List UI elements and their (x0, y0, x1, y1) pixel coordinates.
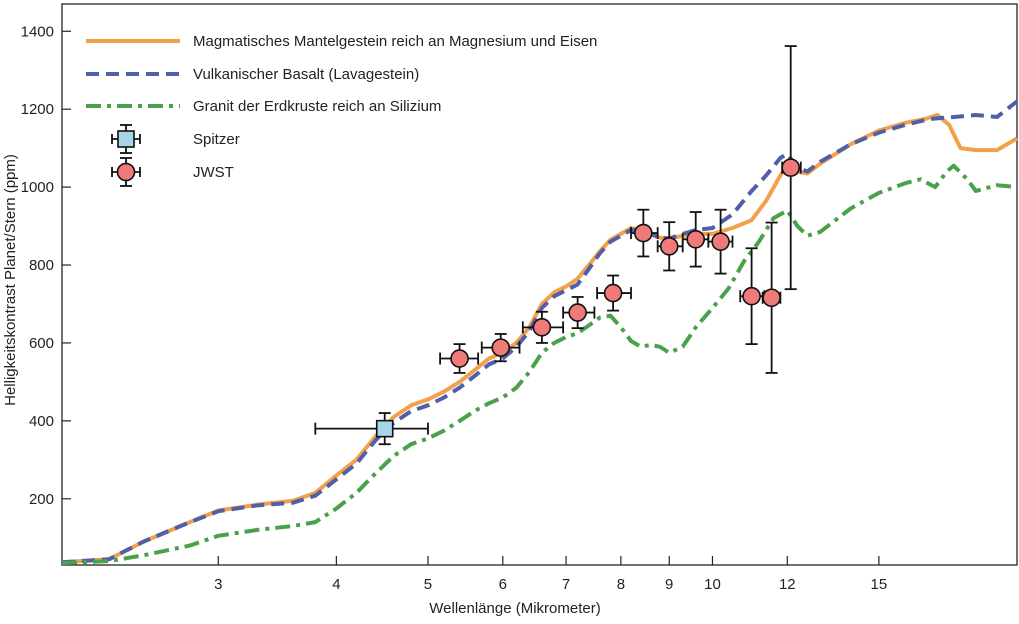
circle-marker (532, 318, 552, 337)
x-tick-label: 7 (562, 576, 570, 593)
circle-marker (742, 286, 761, 306)
data-point-jwst (630, 208, 659, 258)
y-tick-label: 1200 (21, 101, 54, 118)
y-tick-label: 800 (29, 257, 54, 274)
legend-label-2: Vulkanischer Basalt (Lavagestein) (193, 66, 419, 83)
x-tick-label: 10 (704, 576, 721, 593)
observations-layer (314, 45, 802, 446)
y-axis-label: Helligkeitskontrast Planet/Stern (ppm) (2, 154, 19, 406)
y-tick-label: 200 (29, 491, 54, 508)
data-point-jwst (656, 221, 684, 272)
data-point-jwst (562, 296, 596, 330)
circle-marker (781, 158, 801, 177)
legend-label-1: Magmatisches Mantelgestein reich an Magn… (193, 33, 597, 50)
data-point-jwst (739, 247, 766, 346)
x-axis-label: Wellenlänge (Mikrometer) (429, 600, 600, 617)
y-tick-label: 1000 (21, 179, 54, 196)
data-point-jwst (439, 343, 480, 374)
circle-marker (491, 338, 511, 357)
circle-marker (568, 303, 587, 322)
y-tick-label: 600 (29, 335, 54, 352)
legend: Magmatisches Mantelgestein reich an Magn… (86, 33, 597, 187)
data-point-jwst (681, 211, 710, 268)
square-marker (375, 419, 394, 438)
x-tick-label: 15 (871, 576, 888, 593)
y-tick-label: 400 (29, 413, 54, 430)
data-point-jwst (596, 274, 632, 312)
x-tick-label: 8 (617, 576, 625, 593)
circle-marker (659, 237, 679, 256)
plot-frame: 200 400 600 800 1000 1200 1400 3 4 5 6 7 8 9 10 12 15 (21, 3, 1018, 593)
x-tick-label: 6 (499, 576, 507, 593)
legend-label-jwst: JWST (193, 164, 234, 181)
series-layer (61, 99, 1019, 566)
data-point-jwst (761, 221, 782, 374)
x-tick-label: 5 (424, 576, 432, 593)
circle-marker (686, 230, 706, 249)
data-point-jwst (480, 333, 521, 363)
x-tick-label: 9 (665, 576, 673, 593)
legend-symbol-jwst (111, 157, 141, 187)
data-point-jwst (781, 45, 802, 291)
circle-marker (634, 223, 653, 243)
legend-label-3: Granit der Erdkruste reich an Silizium (193, 98, 441, 115)
data-point-spitzer (314, 412, 429, 446)
plot-border (61, 3, 1018, 566)
data-point-jwst (521, 310, 565, 344)
circle-marker (711, 232, 730, 251)
circle-marker (450, 349, 469, 368)
legend-symbol-spitzer (111, 124, 141, 154)
series-line-3 (61, 163, 1018, 566)
legend-label-spitzer: Spitzer (193, 131, 240, 148)
data-point-jwst (707, 208, 734, 275)
square-marker (117, 130, 135, 148)
circle-marker (762, 288, 781, 308)
x-tick-label: 12 (779, 576, 796, 593)
circle-marker (116, 162, 136, 182)
x-tick-label: 4 (332, 576, 340, 593)
series-line-2 (61, 99, 1019, 565)
circle-marker (603, 283, 623, 303)
x-tick-label: 3 (214, 576, 222, 593)
y-tick-label: 1400 (21, 23, 54, 40)
series-line-1 (61, 113, 1019, 565)
